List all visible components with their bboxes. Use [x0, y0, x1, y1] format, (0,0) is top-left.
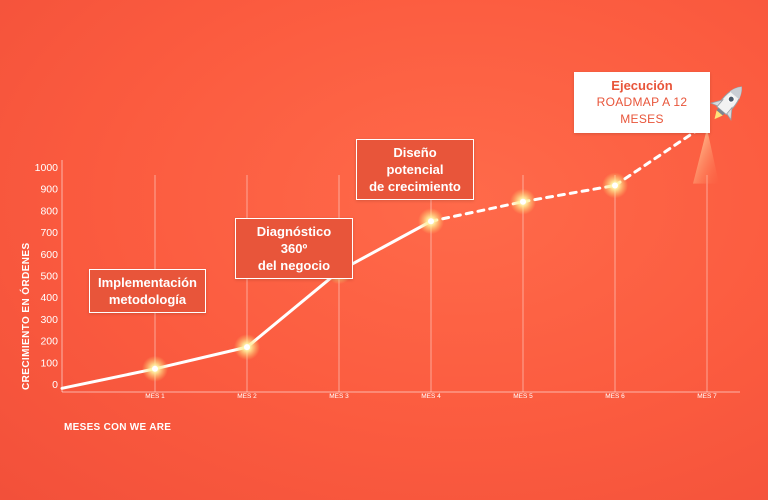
- data-point: [612, 182, 618, 189]
- x-tick-label: MES 3: [329, 393, 349, 400]
- rocket-icon: [709, 86, 743, 121]
- annotation-line: Diseño potencial: [386, 145, 444, 177]
- series-line-segment: [153, 345, 249, 371]
- annotation-diagnostico: Diagnóstico 360º del negocio: [235, 218, 353, 279]
- y-tick-label: 100: [40, 357, 58, 369]
- annotation-line: Implementación: [98, 275, 197, 290]
- x-tick-label: MES 2: [237, 393, 257, 400]
- series-line-segment-projected: [521, 183, 617, 204]
- y-tick-label: 600: [40, 249, 58, 261]
- x-axis-label: MESES CON WE ARE: [64, 422, 172, 433]
- series-line-segment: [245, 269, 341, 349]
- y-tick-label: 500: [40, 271, 58, 283]
- annotation-ejecucion: Ejecución ROADMAP A 12 MESES: [574, 72, 710, 133]
- y-tick-label: 800: [40, 205, 58, 217]
- data-points: [142, 172, 628, 382]
- y-tick-label: 700: [40, 227, 58, 239]
- data-point: [428, 218, 434, 225]
- annotation-title: Ejecución: [611, 78, 673, 93]
- rocket-flame: [693, 128, 719, 184]
- annotation-line: metodología: [108, 292, 187, 307]
- series-line-segment: [60, 367, 157, 390]
- x-tick-label: MES 1: [145, 393, 165, 400]
- series-line-segment-projected: [613, 122, 709, 187]
- annotation-subtitle: ROADMAP A 12 MESES: [596, 95, 688, 126]
- annotation-diseno: Diseño potencial de crecimiento: [356, 139, 474, 200]
- y-tick-label: 1000: [35, 162, 59, 174]
- annotation-line: del negocio: [257, 258, 331, 273]
- x-tick-label: MES 4: [421, 393, 441, 400]
- annotation-line: Diagnóstico 360º: [256, 224, 332, 256]
- annotation-line: de crecimiento: [369, 179, 461, 194]
- data-point: [244, 344, 250, 351]
- y-tick-label: 0: [52, 379, 58, 391]
- series-line-segment-projected: [429, 200, 525, 223]
- y-tick-label: 900: [40, 184, 58, 196]
- series-line: [60, 122, 709, 390]
- x-tick-label: MES 7: [697, 393, 717, 400]
- y-tick-label: 300: [40, 314, 58, 326]
- grid-lines: [154, 175, 708, 392]
- axes: [61, 160, 740, 393]
- series-line-segment: [337, 219, 433, 273]
- y-tick-label: 200: [40, 336, 58, 348]
- x-tick-label: MES 6: [605, 393, 625, 400]
- y-tick-label: 400: [40, 292, 58, 304]
- data-point: [152, 365, 158, 372]
- y-axis-label: CRECIMIENTO EN ÓRDENES: [21, 242, 32, 390]
- y-tick-labels: 0 100 200 300 400 500 600 700 800 900 1000: [35, 162, 59, 391]
- x-tick-label: MES 5: [513, 393, 533, 400]
- annotation-implementacion: Implementación metodología: [89, 269, 206, 313]
- data-point: [520, 198, 526, 205]
- x-tick-labels: MES 1 MES 2 MES 3 MES 4 MES 5 MES 6 MES 7: [145, 393, 717, 400]
